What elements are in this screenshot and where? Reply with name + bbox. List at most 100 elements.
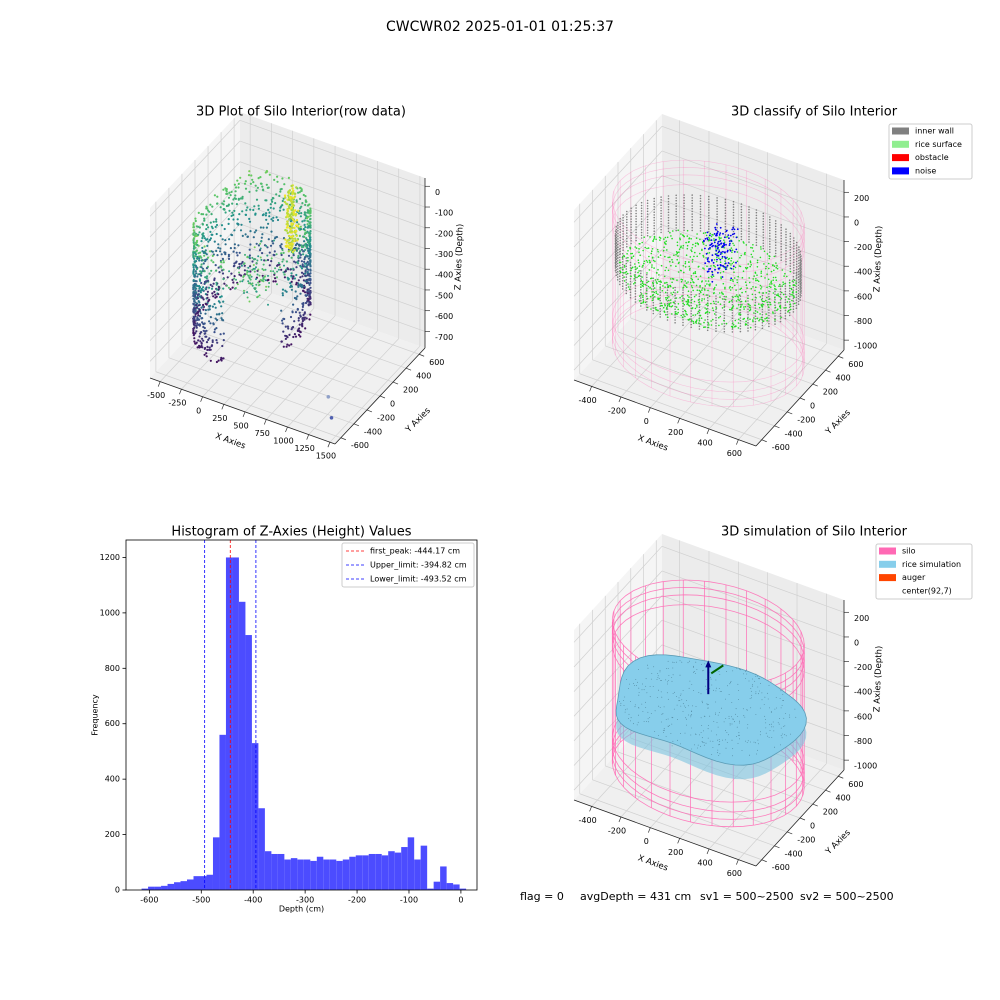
inner-wall-point [799,267,802,269]
point-cloud [288,196,292,199]
point-cloud [251,260,254,263]
inner-wall-point [740,233,743,235]
surface-mesh-dot [668,680,670,681]
point-cloud [282,345,285,348]
noise-point [719,253,722,256]
rice-surface-point [749,318,751,321]
rice-surface-point [684,309,686,312]
footer-avg-depth: avgDepth = 431 cm [580,890,691,903]
inner-wall-point [640,201,643,204]
surface-mesh-dot [624,711,626,713]
rice-surface-point [790,287,792,290]
inner-wall-point [774,249,777,252]
rice-surface-point [676,241,679,244]
point-cloud [208,286,211,289]
surface-mesh-dot [661,713,663,715]
surface-mesh-dot [671,677,673,678]
rice-surface-point [761,318,763,321]
surface-mesh-dot [717,739,719,741]
inner-wall-point [747,321,749,324]
point-cloud [248,300,251,303]
point-cloud [192,292,195,295]
point-cloud [195,291,198,294]
inner-wall-point [653,233,655,235]
inner-wall-point [792,305,795,308]
point-cloud [282,330,285,333]
auger-arm [710,664,724,675]
inner-wall-point [682,297,684,299]
rice-surface-point [688,296,690,298]
surface-mesh-dot [665,679,667,681]
inner-wall-point [646,224,649,226]
rice-surface-point [652,259,655,262]
surface-mesh-dot [769,707,770,709]
rice-surface-point [644,283,647,286]
histogram-bar [154,886,162,890]
surface-mesh-dot [626,708,628,710]
point-cloud [193,324,196,327]
point-cloud [193,337,196,340]
z-tick-label: -800 [854,737,872,746]
surface-mesh-dot [708,725,709,726]
point-cloud [282,237,286,240]
rice-surface-point [657,278,659,281]
rice-surface-point [623,266,626,268]
surface-mesh-dot [679,660,681,662]
point-cloud [308,294,311,297]
point-cloud [291,208,294,211]
rice-surface-point [652,240,654,242]
rice-surface-point [686,286,688,289]
rice-surface-point [683,298,686,300]
grid-line [239,140,426,208]
grid-line [661,570,845,638]
surface-mesh-dot [700,693,702,695]
inner-wall-point [798,270,800,273]
point-cloud [284,334,287,337]
surface-mesh-dot [772,721,774,723]
noise-point [708,234,711,237]
rice-surface-point [729,289,732,291]
inner-wall-point [634,279,637,282]
noise-point [722,245,725,248]
surface-mesh-dot [701,700,703,702]
point-cloud [215,281,218,284]
point-cloud [227,222,230,225]
surface-mesh-dot [700,717,702,719]
rice-surface-point [660,304,662,307]
surface-mesh-dot [728,694,730,695]
inner-wall-point [769,216,771,218]
rice-surface-point [668,304,671,306]
point-cloud [284,196,287,199]
rice-surface-point [778,285,780,288]
rice-surface-point [768,290,771,293]
rice-surface-point [759,318,761,321]
inner-wall-point [768,314,770,317]
point-cloud [289,235,292,239]
inner-wall-point [675,205,677,207]
inner-wall-point [615,250,617,252]
rice-surface-point [711,307,714,309]
rice-surface-point [756,311,759,313]
rice-surface-point [652,297,654,300]
grid-line [149,182,241,279]
histogram-bar [199,876,207,890]
surface-mesh-dot [657,673,659,674]
inner-wall-point [747,327,749,329]
point-cloud [303,235,306,238]
rice-surface-point [764,277,766,279]
point-cloud [246,235,249,238]
axis-line [149,377,336,445]
point-cloud [214,264,217,267]
inner-wall-point [739,295,742,298]
rice-surface-point [748,277,750,279]
inner-wall-point [653,219,655,222]
point-cloud [216,202,219,205]
rice-surface-point [650,295,652,298]
inner-wall-point [724,201,727,204]
point-cloud [259,256,262,259]
inner-wall-point [793,256,795,258]
rice-surface-point [681,295,683,297]
surface-mesh-dot [757,749,758,751]
point-cloud [192,263,195,266]
